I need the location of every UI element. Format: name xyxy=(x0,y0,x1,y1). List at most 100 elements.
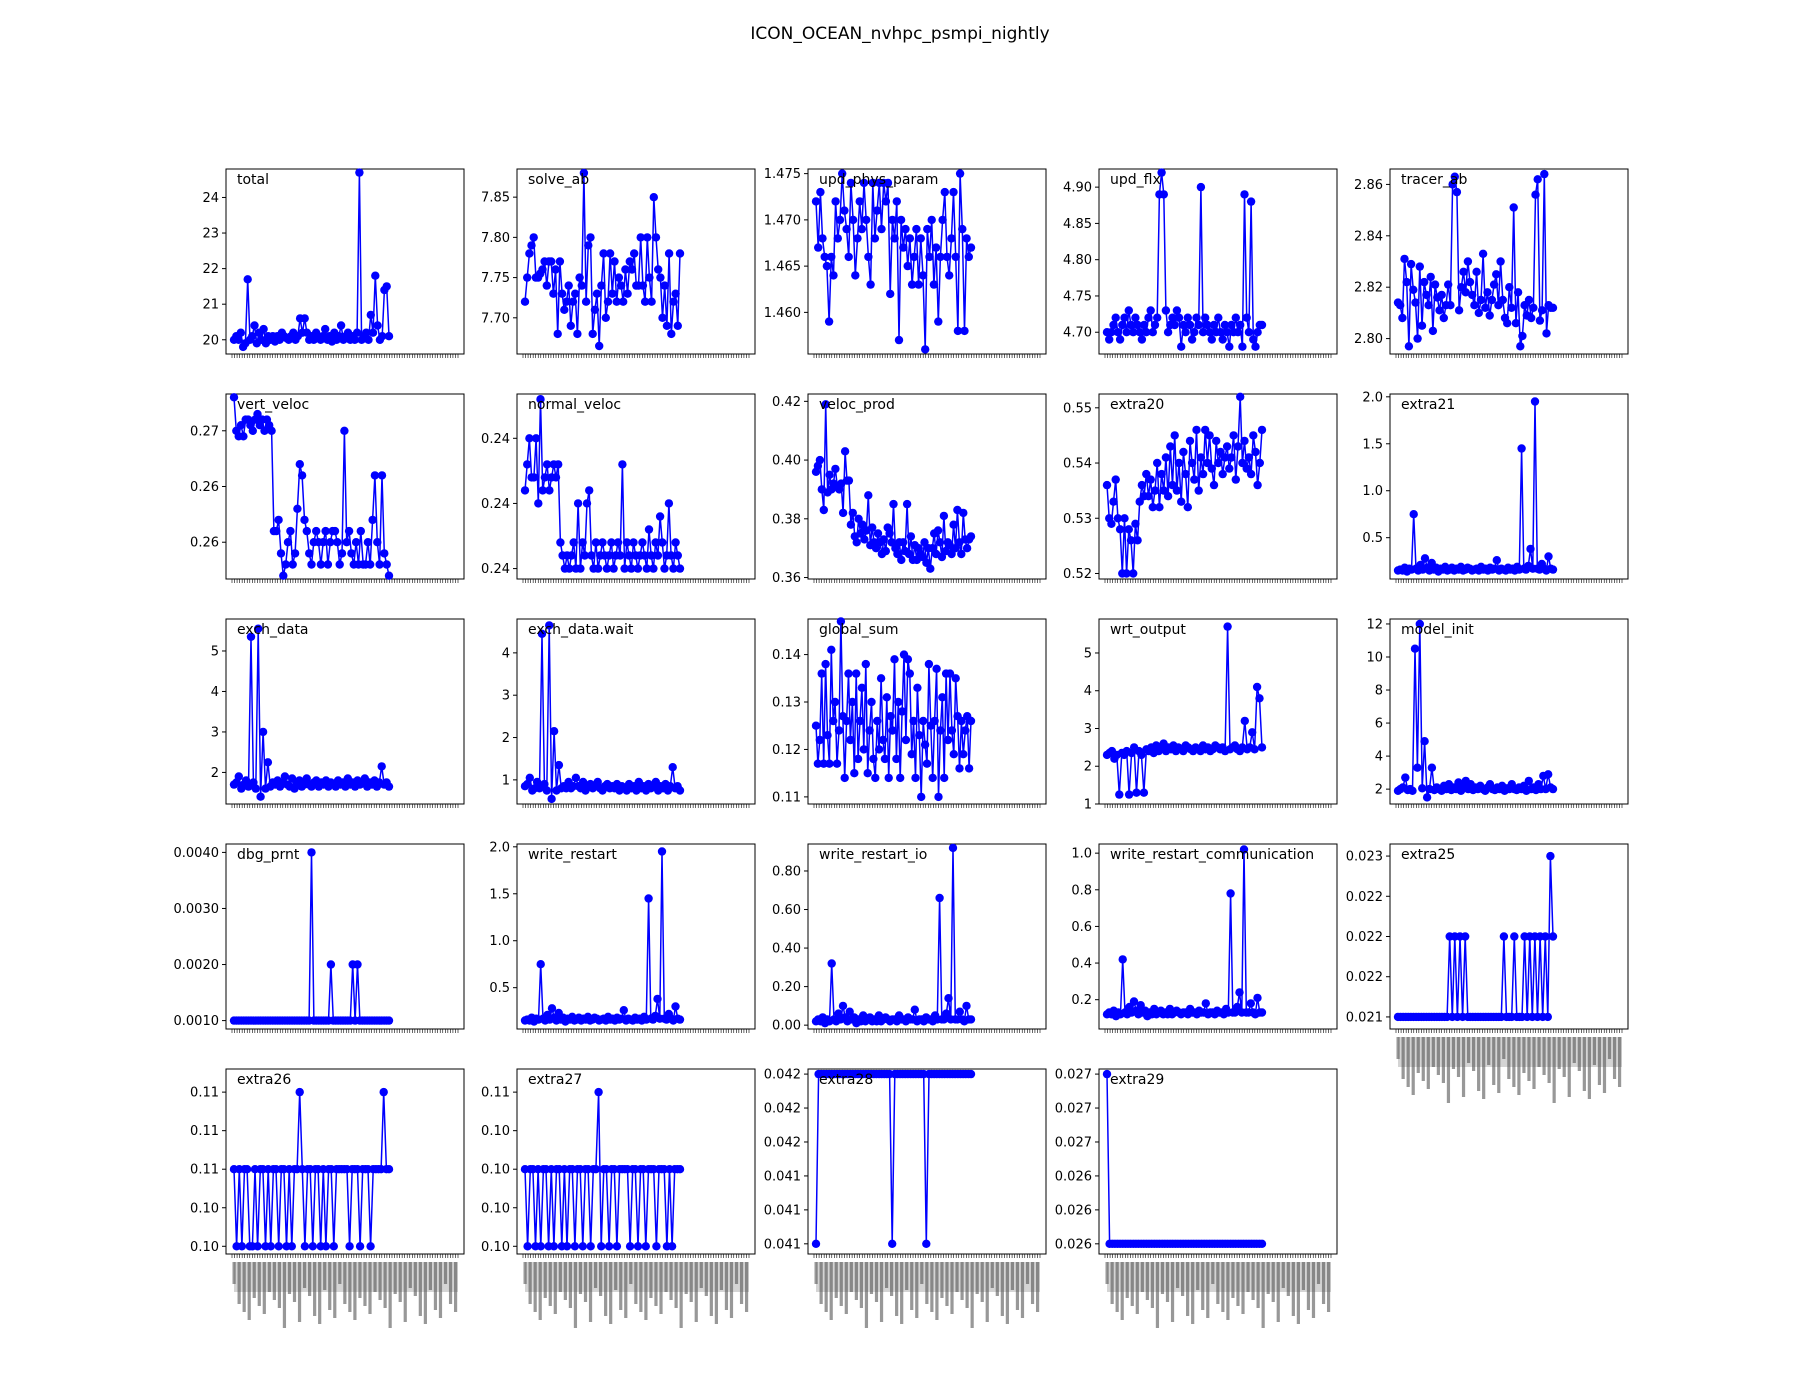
data-point xyxy=(850,769,859,778)
x-tick-label-glyph xyxy=(1602,1037,1607,1093)
y-tick-label: 0.5 xyxy=(1362,531,1383,546)
x-tick-label-glyph xyxy=(819,1262,823,1304)
subplot-title: exch_data xyxy=(237,622,309,638)
axes-frame xyxy=(1389,618,1629,805)
data-point xyxy=(1174,313,1184,322)
y-tick-label: 0.041 xyxy=(764,1237,801,1252)
data-point xyxy=(384,571,394,580)
data-point xyxy=(1148,328,1158,337)
data-point xyxy=(382,282,391,291)
data-point xyxy=(319,538,328,547)
data-point xyxy=(286,526,295,536)
y-tick-label: 0.11 xyxy=(772,790,801,805)
data-point xyxy=(1415,262,1425,271)
data-point xyxy=(1507,303,1516,312)
data-point xyxy=(283,538,293,547)
data-point xyxy=(1192,425,1201,435)
x-tick-label-glyph xyxy=(588,1262,593,1322)
y-tick-label: 1.0 xyxy=(1071,847,1092,862)
x-tick-label-glyph xyxy=(1466,1037,1471,1063)
data-point xyxy=(1220,453,1230,462)
data-point xyxy=(675,1015,685,1024)
data-point xyxy=(619,1006,628,1015)
x-tick-label-glyph xyxy=(629,1262,633,1284)
data-point xyxy=(838,508,848,518)
data-point xyxy=(1544,552,1553,561)
data-point xyxy=(1253,480,1262,490)
x-tick-label-glyph xyxy=(1030,1262,1035,1304)
y-tick-label: 0.0040 xyxy=(174,846,220,861)
data-point xyxy=(949,187,958,197)
data-point xyxy=(1126,320,1136,330)
data-point xyxy=(671,289,680,298)
x-tick-label-glyph xyxy=(398,1262,402,1302)
data-point xyxy=(666,551,676,560)
data-point xyxy=(377,471,387,480)
x-tick-label-glyph xyxy=(453,1262,458,1312)
series-line xyxy=(234,852,389,1022)
data-point xyxy=(1163,328,1173,337)
data-point xyxy=(570,1242,580,1251)
data-point xyxy=(234,335,243,344)
data-point xyxy=(1240,190,1249,199)
data-point xyxy=(1255,694,1264,703)
data-point xyxy=(573,329,582,339)
data-point xyxy=(551,265,560,274)
data-point xyxy=(321,324,330,334)
x-tick-label-glyph xyxy=(1125,1262,1129,1298)
y-tick-label: 0.5 xyxy=(489,981,510,996)
y-tick-label: 0.042 xyxy=(764,1135,801,1150)
data-point xyxy=(333,538,342,547)
x-tick-label-glyph xyxy=(1246,1262,1250,1292)
y-tick-label: 21 xyxy=(202,298,219,313)
data-point xyxy=(545,486,554,495)
x-tick-label-glyph xyxy=(1562,1037,1566,1077)
data-point xyxy=(904,549,914,559)
data-point xyxy=(248,426,257,435)
x-tick-label-glyph xyxy=(1256,1262,1260,1308)
data-point xyxy=(949,750,958,759)
y-tick-label: 7.85 xyxy=(481,191,510,206)
y-tick-label: 0.041 xyxy=(764,1169,801,1184)
data-point xyxy=(1168,313,1177,322)
x-tick-label-glyph xyxy=(1276,1262,1280,1322)
x-tick-label-glyph xyxy=(639,1262,643,1312)
data-point xyxy=(823,731,832,740)
data-point xyxy=(675,249,685,258)
x-tick-label-glyph xyxy=(1120,1262,1124,1320)
data-point xyxy=(1131,519,1140,528)
x-tick-label-glyph xyxy=(443,1262,448,1284)
data-point xyxy=(1161,453,1171,462)
x-tick-label-glyph xyxy=(538,1262,542,1320)
x-tick-label-glyph xyxy=(1396,1037,1400,1059)
data-point xyxy=(1503,319,1512,328)
data-point xyxy=(536,1242,545,1251)
x-tick-label-glyph xyxy=(1542,1037,1546,1075)
data-point xyxy=(942,252,952,262)
data-point xyxy=(1415,619,1425,629)
axes-frame xyxy=(225,168,465,355)
data-point xyxy=(883,178,893,188)
x-tick-label-band xyxy=(1398,1037,1622,1067)
y-tick-label: 0.2 xyxy=(1071,993,1092,1008)
data-point xyxy=(1174,458,1184,468)
data-point xyxy=(647,297,656,306)
data-point xyxy=(295,460,304,469)
y-tick-label: 4 xyxy=(211,685,219,700)
y-tick-label: 0.027 xyxy=(1055,1135,1092,1150)
x-tick-label-glyph xyxy=(1020,1262,1025,1318)
data-point xyxy=(1218,335,1227,344)
x-tick-label-glyph xyxy=(1015,1262,1020,1310)
data-point xyxy=(932,664,941,673)
data-point xyxy=(340,426,349,435)
data-point xyxy=(675,564,685,573)
x-tick-label-glyph xyxy=(553,1262,557,1314)
data-point xyxy=(1227,320,1236,330)
data-point xyxy=(538,486,547,495)
data-point xyxy=(1118,955,1127,964)
x-tick-label-glyph xyxy=(408,1262,412,1288)
data-point xyxy=(597,281,606,290)
data-point xyxy=(855,197,864,206)
data-point xyxy=(1148,503,1158,512)
x-tick-label-glyph xyxy=(905,1262,909,1290)
